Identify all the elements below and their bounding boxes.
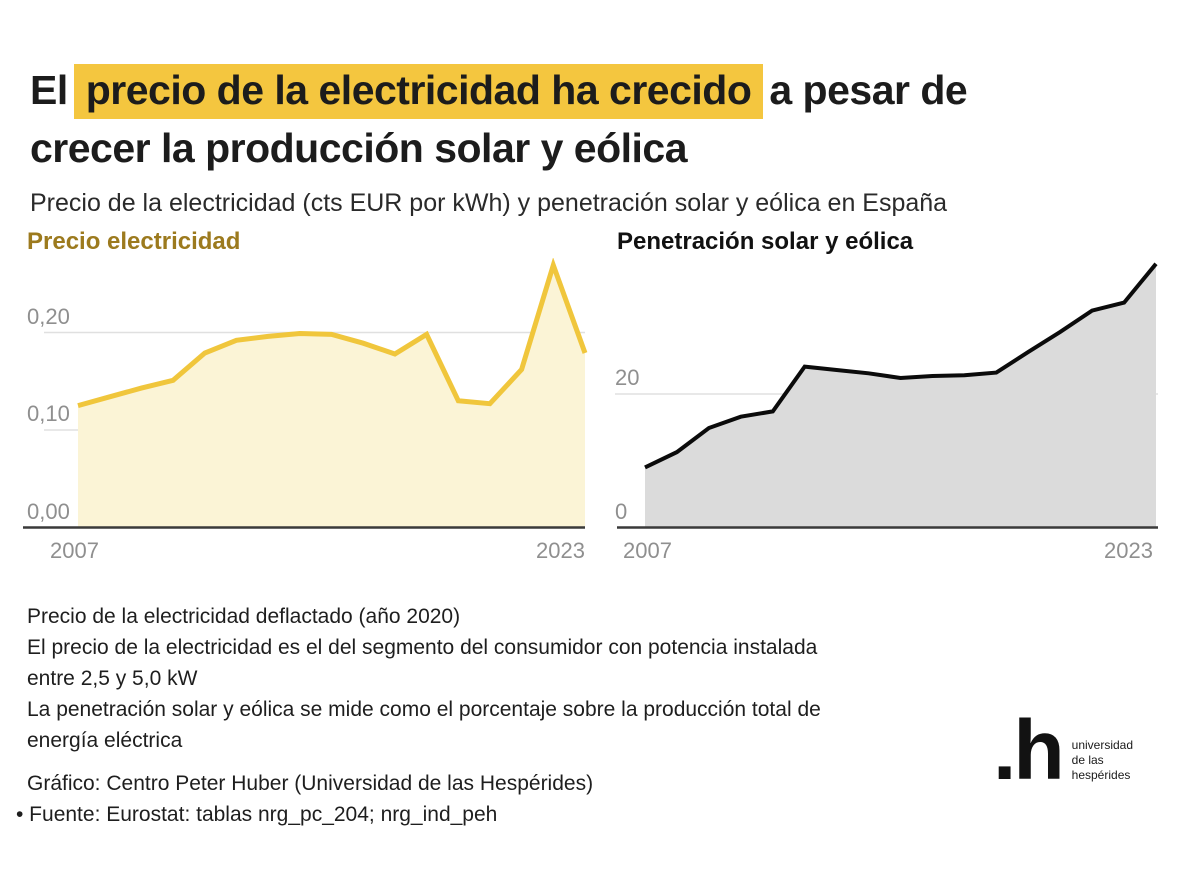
x-tick-first: 2007 <box>623 538 672 563</box>
logo-text: universidad de las hespérides <box>1072 738 1133 783</box>
footnote-line: La penetración solar y eólica se mide co… <box>27 698 821 721</box>
universidad-hesperides-logo: .h universidad de las hespérides <box>993 703 1133 797</box>
logo-text-line: hespérides <box>1071 767 1131 782</box>
title-line-2: crecer la producción solar y eólica <box>30 125 688 172</box>
y-tick-label: 0,00 <box>27 498 70 524</box>
area-fill <box>645 263 1156 528</box>
y-tick-label: 0,10 <box>27 401 70 426</box>
x-tick-first: 2007 <box>50 538 99 563</box>
x-axis-labels-precio: 2007 2023 <box>50 538 585 564</box>
footnote-line: energía eléctrica <box>27 729 183 752</box>
x-axis-labels-penetracion: 2007 2023 <box>623 538 1153 564</box>
logo-text-line: de las <box>1071 752 1104 767</box>
area-chart-penetracion <box>615 262 1158 529</box>
dot-h-logo-icon: .h <box>993 703 1065 797</box>
x-tick-last: 2023 <box>536 538 585 563</box>
y-tick-label: 20 <box>615 365 640 390</box>
title-line-1: El precio de la electricidad ha crecido a … <box>30 61 968 120</box>
data-line <box>77 258 588 409</box>
y-tick-label: 0 <box>615 498 628 524</box>
footnote-line: El precio de la electricidad es el del s… <box>27 636 818 659</box>
title-post: a pesar de <box>769 67 968 114</box>
logo-text-line: universidad <box>1071 737 1134 752</box>
chart-penetracion-solar-eolica: Penetración solar y eólica 2007 2023 20 0 <box>610 228 1170 598</box>
footnotes: Precio de la electricidad deflactado (añ… <box>27 601 821 756</box>
x-tick-last: 2023 <box>1104 538 1153 563</box>
area-chart-precio <box>23 258 588 529</box>
page-title: El precio de la electricidad ha crecido a … <box>30 61 968 177</box>
chart-precio-electricidad: Precio electricidad 2007 2023 0,20 0,10 0,… <box>20 228 600 598</box>
y-tick-label: 0,20 <box>27 303 70 329</box>
source-line: • Fuente: Eurostat: tablas nrg_pc_204; n… <box>16 803 498 826</box>
title-pre: El <box>30 67 68 114</box>
chart-title-precio: Precio electricidad <box>27 228 241 255</box>
footnote-line: Precio de la electricidad deflactado (añ… <box>27 605 461 628</box>
data-line <box>644 262 1158 470</box>
area-fill <box>78 265 585 528</box>
credit-line: Gráfico: Centro Peter Huber (Universidad… <box>27 772 594 795</box>
chart-title-penetracion: Penetración solar y eólica <box>617 228 914 255</box>
footnote-line: entre 2,5 y 5,0 kW <box>27 667 198 690</box>
title-highlight: precio de la electricidad ha crecido <box>73 64 764 120</box>
subtitle: Precio de la electricidad (cts EUR por k… <box>30 189 948 217</box>
